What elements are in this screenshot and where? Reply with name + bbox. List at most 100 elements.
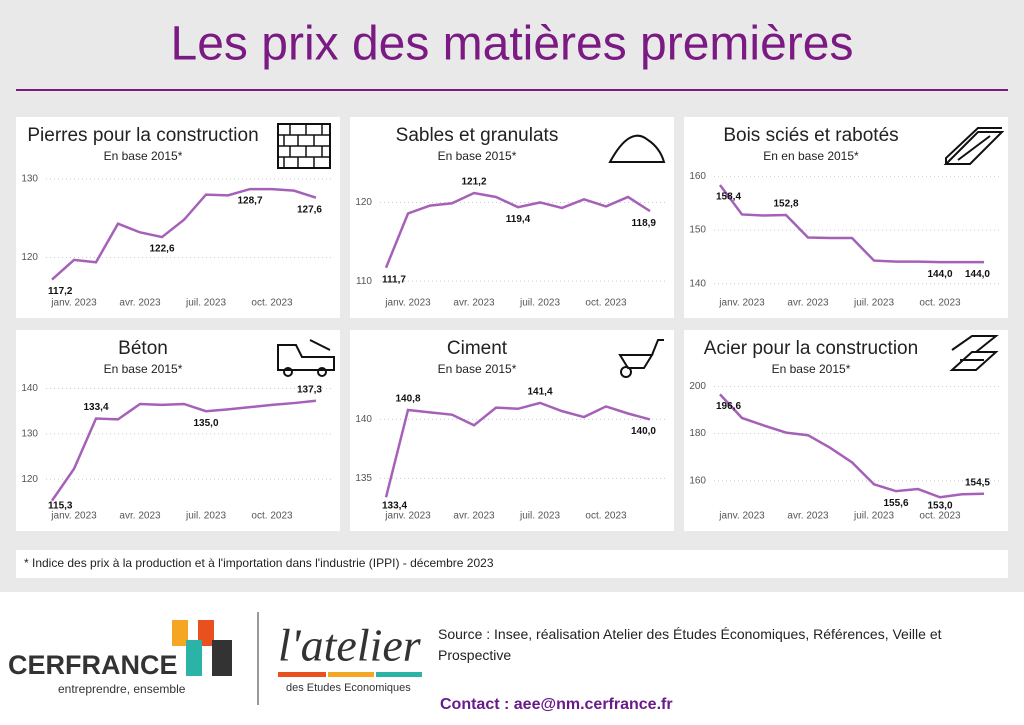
y-tick-label: 120	[21, 252, 38, 263]
series-line	[50, 399, 317, 502]
x-tick-label: avr. 2023	[787, 298, 829, 309]
icon-wood	[943, 127, 1005, 165]
value-label: 137,3	[297, 384, 322, 395]
value-label: 140,8	[395, 394, 420, 405]
x-tick-label: oct. 2023	[251, 298, 293, 309]
value-label: 135,0	[193, 418, 218, 429]
logo-block	[198, 620, 214, 646]
x-tick-label: oct. 2023	[585, 511, 627, 522]
x-tick-label: juil. 2023	[185, 511, 226, 522]
y-tick-label: 140	[355, 414, 372, 425]
panel	[684, 330, 1008, 531]
icons	[277, 123, 1005, 378]
value-label: 133,4	[382, 501, 407, 512]
panel	[350, 117, 674, 318]
panel	[16, 117, 340, 318]
x-tick-label: janv. 2023	[718, 298, 765, 309]
x-tick-label: avr. 2023	[453, 298, 495, 309]
brand: CERFRANCE	[8, 650, 178, 680]
atelier-bar	[376, 672, 422, 677]
y-tick-label: 140	[689, 278, 706, 289]
chart-title: Béton	[118, 338, 168, 359]
chart-subtitle: En base 2015*	[104, 149, 183, 163]
x-tick-label: juil. 2023	[853, 511, 894, 522]
icon-barrow	[618, 339, 664, 369]
x-tick-label: oct. 2023	[919, 298, 961, 309]
x-tick-label: juil. 2023	[185, 298, 226, 309]
x-tick-label: avr. 2023	[453, 511, 495, 522]
atelier: l'atelier	[278, 620, 422, 671]
chart-title: Pierres pour la construction	[27, 125, 258, 146]
y-tick-label: 200	[689, 381, 706, 392]
chart-title: Sables et granulats	[396, 125, 559, 146]
value-label: 111,7	[382, 274, 406, 285]
value-label: 155,6	[883, 498, 908, 509]
y-tick-label: 150	[689, 225, 706, 236]
x-tick-label: juil. 2023	[853, 298, 894, 309]
chart-subtitle: En base 2015*	[438, 362, 517, 376]
y-tick-label: 180	[689, 428, 706, 439]
source: Source : Insee, réalisation Atelier des …	[438, 626, 942, 663]
y-tick-label: 120	[21, 474, 38, 485]
x-tick-label: janv. 2023	[50, 298, 97, 309]
x-tick-label: oct. 2023	[585, 298, 627, 309]
contact: Contact : aee@nm.cerfrance.fr	[440, 696, 673, 713]
x-tick-label: juil. 2023	[519, 298, 560, 309]
logo-block	[172, 620, 188, 646]
page-title: Les prix des matières premières	[171, 18, 854, 71]
series-line	[719, 393, 985, 499]
value-label: 144,0	[965, 269, 990, 280]
panel	[684, 117, 1008, 318]
x-tick-label: juil. 2023	[519, 511, 560, 522]
cerfrance-logo	[172, 620, 232, 676]
atelier-bar	[328, 672, 374, 677]
x-tick-label: oct. 2023	[251, 511, 293, 522]
value-label: 127,6	[297, 204, 322, 215]
y-tick-label: 130	[21, 174, 38, 185]
series-line	[718, 184, 984, 264]
y-tick-label: 160	[689, 171, 706, 182]
chart-subtitle: En base 2015*	[772, 362, 851, 376]
chart-subtitle: En base 2015*	[438, 149, 517, 163]
source-box: Source : Insee, réalisation Atelier des …	[438, 626, 942, 663]
value-label: 121,2	[461, 177, 486, 188]
icon-truck	[277, 339, 335, 371]
value-label: 117,2	[48, 286, 73, 297]
icon-wall-lines	[278, 124, 330, 168]
value-label: 144,0	[927, 269, 952, 280]
x-tick-label: avr. 2023	[119, 298, 161, 309]
x-tick-label: janv. 2023	[50, 511, 97, 522]
logo-block	[186, 640, 202, 676]
chart-title: Acier pour la construction	[704, 338, 918, 359]
value-label: 158,4	[716, 192, 741, 203]
icon-sand	[608, 134, 666, 163]
atelier-bar	[278, 672, 326, 677]
value-label: 196,6	[716, 401, 741, 412]
value-label: 118,9	[632, 218, 657, 229]
chart-subtitle: En en base 2015*	[763, 149, 859, 163]
atelier-sub: des Etudes Economiques	[286, 682, 411, 694]
value-label: 154,5	[965, 477, 990, 488]
value-label: 141,4	[527, 387, 552, 398]
chart-title: Ciment	[447, 338, 508, 359]
series-line	[51, 187, 317, 281]
series-line	[384, 191, 651, 269]
panel	[16, 330, 340, 531]
chart-subtitle: En base 2015*	[104, 362, 183, 376]
icon-steel	[949, 335, 999, 371]
icon-wheel	[317, 367, 327, 377]
y-tick-label: 160	[689, 475, 706, 486]
value-label: 128,7	[237, 196, 262, 207]
icon-wheel	[620, 366, 632, 378]
x-tick-label: avr. 2023	[119, 511, 161, 522]
logo-block	[212, 640, 232, 676]
x-tick-label: janv. 2023	[384, 511, 431, 522]
x-tick-label: avr. 2023	[787, 511, 829, 522]
value-label: 140,0	[631, 426, 656, 437]
note: * Indice des prix à la production et à l…	[24, 556, 494, 570]
y-tick-label: 135	[355, 473, 372, 484]
y-tick-label: 130	[21, 429, 38, 440]
icon-wheel	[283, 367, 293, 377]
value-label: 153,0	[927, 501, 952, 512]
